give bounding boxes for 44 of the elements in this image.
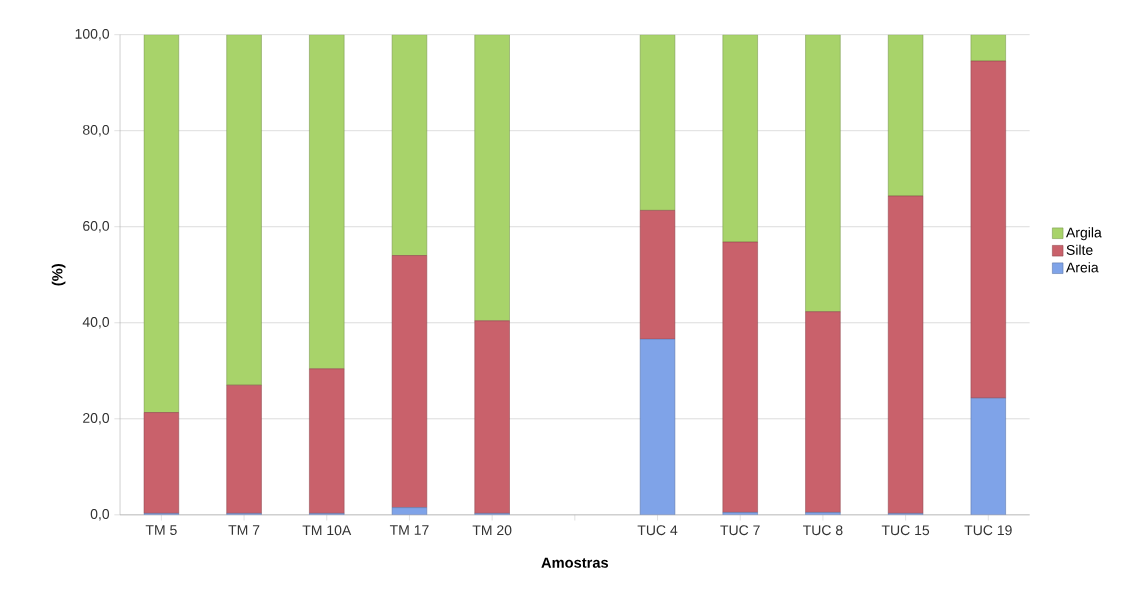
x-tick-label: TUC 19 <box>964 525 1012 536</box>
x-tick-label: TM 17 <box>389 525 429 535</box>
y-tick-label: 40,0 <box>82 317 110 329</box>
x-tick-label: TM 20 <box>472 525 512 536</box>
y-axis-title: (%) <box>51 264 66 286</box>
y-tick-label: 60,0 <box>83 221 110 233</box>
x-tick-label: TUC 4 <box>637 525 678 536</box>
bar <box>391 507 428 515</box>
bar <box>309 368 345 514</box>
bar <box>309 34 345 370</box>
x-tick-label: TUC 15 <box>881 525 930 536</box>
bar <box>639 34 676 211</box>
bar <box>722 34 758 243</box>
bar <box>474 34 510 322</box>
legend-label: Silte <box>1066 244 1093 256</box>
x-tick-label: TUC 7 <box>720 525 760 536</box>
bar <box>887 34 924 197</box>
bar <box>143 34 180 413</box>
bar <box>639 338 676 515</box>
bar <box>805 34 841 313</box>
bar <box>143 412 180 514</box>
bar <box>970 34 1006 62</box>
y-tick-label: 0,0 <box>90 509 110 521</box>
bar <box>970 60 1006 399</box>
x-tick-label: TUC 8 <box>803 525 843 536</box>
bar <box>226 384 262 514</box>
x-tick-label: TM 10A <box>302 525 352 536</box>
y-tick-label: 80,0 <box>82 125 110 137</box>
bar <box>639 210 676 340</box>
bar <box>970 397 1006 515</box>
y-tick-label: 20,0 <box>83 413 110 425</box>
x-tick-label: TM 7 <box>228 525 260 535</box>
bar <box>887 195 924 514</box>
y-tick-label: 100,0 <box>75 28 110 41</box>
bar <box>722 241 758 513</box>
legend-label: Areia <box>1066 262 1099 273</box>
bar <box>226 34 262 386</box>
bar <box>391 255 428 508</box>
bar <box>474 320 510 514</box>
bar <box>805 311 841 513</box>
bar <box>391 34 428 256</box>
x-axis-title: Amostras <box>541 557 609 568</box>
x-tick-label: TM 5 <box>145 525 177 536</box>
legend-label: Argila <box>1066 227 1102 241</box>
